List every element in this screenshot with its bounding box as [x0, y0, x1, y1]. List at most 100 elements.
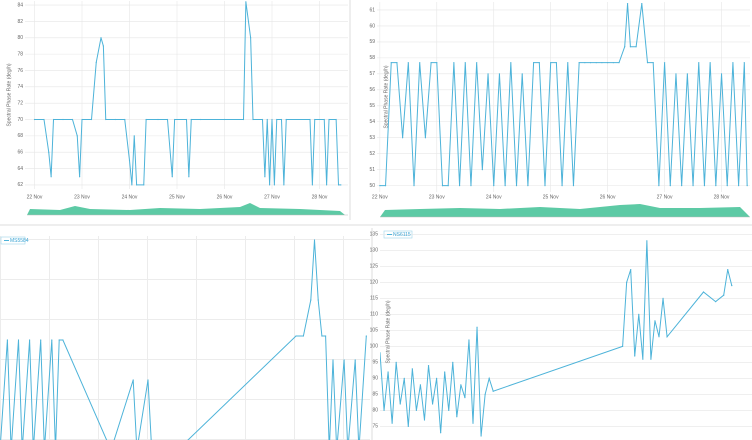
data-point: [419, 62, 421, 64]
navigator: [380, 204, 750, 217]
data-point: [458, 185, 461, 187]
legend-text: NS6115: [393, 232, 411, 238]
data-point: [738, 185, 740, 187]
data-point: [379, 185, 381, 187]
data-point: [476, 326, 478, 328]
data-point: [715, 301, 717, 303]
x-tick-label: 26 Nov: [600, 194, 616, 200]
data-point: [436, 62, 438, 64]
data-point: [95, 61, 97, 63]
data-point: [419, 384, 422, 386]
data-point: [100, 37, 102, 39]
data-point: [136, 184, 138, 186]
data-point: [166, 118, 169, 121]
data-point: [480, 435, 482, 437]
data-point: [402, 137, 404, 139]
data-point: [702, 291, 705, 293]
data-point: [521, 73, 523, 75]
data-point: [732, 62, 734, 64]
data-point: [654, 320, 656, 322]
data-point: [460, 384, 462, 386]
data-point: [658, 336, 660, 338]
data-point: [335, 118, 337, 121]
data-point: [624, 46, 626, 48]
data-point: [273, 184, 275, 186]
data-point: [504, 185, 506, 187]
data-point: [407, 62, 409, 64]
data-point: [441, 185, 444, 187]
data-point: [76, 135, 78, 137]
data-point: [114, 118, 116, 121]
x-tick-label: 27 Nov: [264, 194, 280, 200]
data-point: [313, 239, 316, 241]
y-tick-label: 78: [17, 51, 23, 57]
data-point: [726, 185, 728, 187]
data-point: [383, 409, 385, 411]
data-point: [407, 425, 409, 427]
data-point: [440, 432, 442, 434]
x-tick-label: 25 Nov: [543, 194, 559, 200]
data-point: [424, 137, 427, 139]
data-line: [34, 1, 341, 186]
data-point: [365, 335, 367, 337]
data-point: [622, 345, 624, 347]
plot: [380, 240, 733, 437]
data-point: [492, 390, 494, 392]
data-point: [607, 62, 609, 64]
data-point: [430, 62, 432, 64]
data-point: [453, 62, 455, 64]
data-point: [709, 62, 711, 64]
y-tick-label: 59: [369, 39, 375, 45]
data-point: [311, 184, 313, 186]
data-point: [431, 403, 434, 405]
data-point: [52, 118, 55, 121]
data-line: [380, 240, 733, 437]
data-point: [448, 409, 450, 411]
data-point: [476, 62, 478, 64]
y-tick-label: 58: [369, 55, 375, 61]
data-point: [285, 118, 287, 121]
y-tick-label: 100: [370, 344, 379, 350]
legend: [0, 236, 26, 245]
data-point: [650, 358, 652, 360]
data-point: [515, 185, 518, 187]
data-point: [280, 118, 283, 121]
data-point: [174, 118, 176, 121]
data-point: [332, 359, 334, 361]
data-point: [618, 62, 620, 64]
data-point: [105, 118, 107, 121]
data-point: [498, 73, 501, 75]
data-point: [703, 185, 706, 187]
data-point: [29, 339, 31, 341]
data-point: [666, 336, 668, 338]
x-tick-label: 26 Nov: [217, 194, 233, 200]
data-point: [171, 176, 173, 178]
data-point: [157, 118, 159, 121]
y-tick-label: 135: [370, 232, 379, 238]
data-point: [391, 422, 393, 424]
plot: [379, 2, 748, 187]
y-tick-label: 75: [372, 424, 378, 430]
data-point: [488, 377, 490, 379]
data-point: [642, 358, 644, 360]
data-point: [40, 339, 42, 341]
navigator: [27, 203, 345, 215]
data-point: [266, 118, 268, 121]
data-point: [310, 299, 312, 301]
data-point: [250, 37, 252, 39]
data-point: [395, 361, 397, 363]
y-tick-label: 60: [369, 23, 375, 29]
data-point: [493, 185, 495, 187]
data-point: [468, 339, 470, 341]
data-point: [323, 118, 325, 121]
data-point: [90, 118, 93, 121]
data-point: [675, 73, 677, 75]
data-point: [185, 118, 188, 121]
y-tick-label: 64: [17, 166, 23, 172]
y-axis-label: Spectral Phase Rate (deg/h): [6, 63, 12, 126]
data-point: [727, 269, 729, 271]
grid-background: [0, 236, 370, 440]
data-point: [328, 118, 330, 121]
data-point: [484, 393, 486, 395]
y-tick-label: 82: [17, 19, 23, 25]
